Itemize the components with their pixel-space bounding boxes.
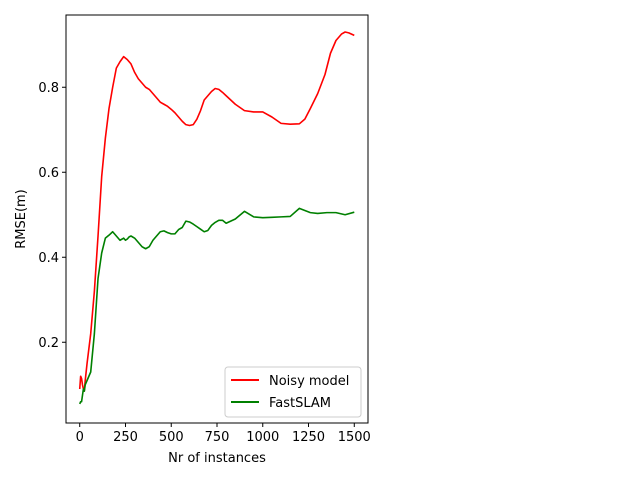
y-axis: 0.2 0.4 0.6 0.8 [38, 81, 66, 351]
y-tick-label: 0.2 [38, 336, 59, 351]
series-line-fastslam [78, 207, 355, 405]
x-tick-label: 1000 [246, 430, 279, 445]
legend: Noisy model FastSLAM [224, 366, 362, 418]
legend-label-fastslam: FastSLAM [269, 396, 331, 411]
y-tick-label: 0.6 [38, 166, 59, 181]
x-axis: 0 250 500 750 1000 1250 1500 [76, 423, 371, 445]
x-tick-label: 0 [76, 430, 84, 445]
x-tick-label: 250 [113, 430, 138, 445]
series-line-noisy-model [78, 31, 355, 392]
y-tick-label: 0.4 [38, 251, 59, 266]
x-tick-label: 1500 [338, 430, 371, 445]
x-tick-label: 500 [159, 430, 184, 445]
y-tick-label: 0.8 [38, 81, 59, 96]
series-layer [78, 31, 355, 405]
x-tick-label: 750 [205, 430, 230, 445]
legend-label-noisy-model: Noisy model [269, 374, 349, 389]
x-tick-label: 1250 [292, 430, 325, 445]
y-axis-label: RMSE(m) [14, 189, 29, 249]
x-axis-label: Nr of instances [168, 451, 266, 466]
